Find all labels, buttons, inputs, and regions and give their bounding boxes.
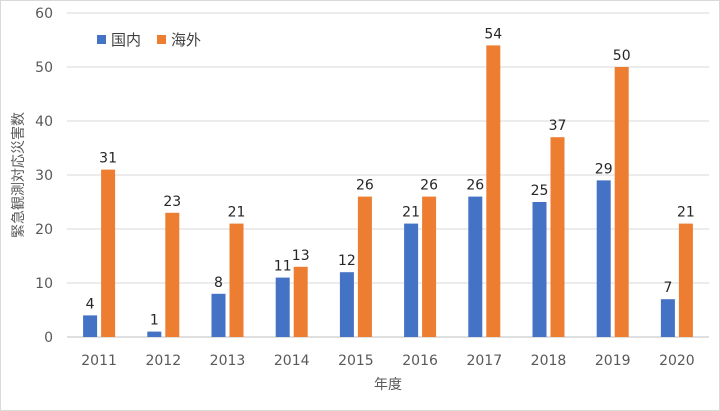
x-tick-label: 2016 — [402, 353, 438, 369]
data-label: 21 — [228, 205, 246, 221]
bar-海外-2015 — [357, 196, 372, 337]
x-tick-label: 2014 — [274, 353, 310, 369]
x-tick-label: 2020 — [659, 353, 695, 369]
bar-国内-2017 — [468, 196, 483, 337]
data-label: 26 — [466, 178, 484, 194]
data-label: 25 — [531, 183, 549, 199]
data-label: 12 — [338, 253, 356, 269]
legend-label: 国内 — [111, 31, 141, 49]
bar-海外-2016 — [422, 196, 437, 337]
data-label: 7 — [663, 280, 672, 296]
data-label: 21 — [402, 205, 420, 221]
bar-国内-2016 — [404, 223, 419, 337]
legend: 国内 海外 — [97, 31, 201, 49]
legend-swatch-海外 — [157, 35, 166, 44]
data-label: 21 — [677, 205, 695, 221]
bar-国内-2014 — [275, 277, 290, 337]
bar-国内-2012 — [147, 331, 162, 337]
x-axis-title: 年度 — [374, 377, 402, 393]
data-label: 11 — [274, 259, 292, 275]
data-label: 8 — [214, 275, 223, 291]
bar-国内-2011 — [83, 315, 98, 337]
y-tick-label: 50 — [35, 60, 53, 76]
y-tick-label: 40 — [35, 114, 53, 130]
x-tick-label: 2012 — [145, 353, 181, 369]
y-tick-label: 20 — [35, 222, 53, 238]
bar-海外-2017 — [486, 45, 501, 338]
x-tick-label: 2013 — [210, 353, 246, 369]
data-label: 54 — [484, 26, 502, 42]
bar-海外-2013 — [229, 223, 244, 337]
bar-海外-2019 — [614, 67, 629, 337]
data-label: 1 — [150, 313, 159, 329]
x-tick-label: 2015 — [338, 353, 374, 369]
x-axis-ticks: 2011 2012 2013 2014 2015 2016 2017 2018 2019 2020 — [81, 353, 694, 369]
data-label: 31 — [99, 151, 117, 167]
bar-国内-2013 — [211, 293, 226, 337]
x-tick-label: 2018 — [531, 353, 567, 369]
data-label: 29 — [595, 161, 613, 177]
bar-国内-2015 — [339, 272, 354, 337]
legend-label: 海外 — [171, 31, 201, 49]
bar-国内-2018 — [532, 202, 547, 337]
data-label: 50 — [613, 48, 631, 64]
data-label: 23 — [163, 194, 181, 210]
bar-海外-2018 — [550, 137, 565, 337]
bar-国内-2019 — [596, 180, 611, 337]
data-label: 13 — [292, 248, 310, 264]
bar-国内-2020 — [660, 299, 675, 337]
y-tick-label: 10 — [35, 276, 53, 292]
x-tick-label: 2019 — [595, 353, 631, 369]
y-tick-label: 0 — [44, 330, 53, 346]
bar-海外-2012 — [165, 212, 180, 337]
y-tick-label: 30 — [35, 168, 53, 184]
y-axis-title: 緊急観測対応災害数 — [10, 112, 27, 238]
bar-海外-2020 — [678, 223, 693, 337]
bars — [83, 45, 693, 338]
data-label: 37 — [549, 118, 567, 134]
y-axis-ticks: 0 10 20 30 40 50 60 — [35, 6, 53, 346]
bar-海外-2014 — [293, 266, 308, 337]
legend-swatch-国内 — [97, 35, 106, 44]
data-label: 26 — [420, 178, 438, 194]
bar-海外-2011 — [101, 169, 116, 337]
x-tick-label: 2017 — [466, 353, 502, 369]
y-tick-label: 60 — [35, 6, 53, 22]
x-tick-label: 2011 — [81, 353, 117, 369]
data-label: 4 — [86, 296, 95, 312]
data-label: 26 — [356, 178, 374, 194]
